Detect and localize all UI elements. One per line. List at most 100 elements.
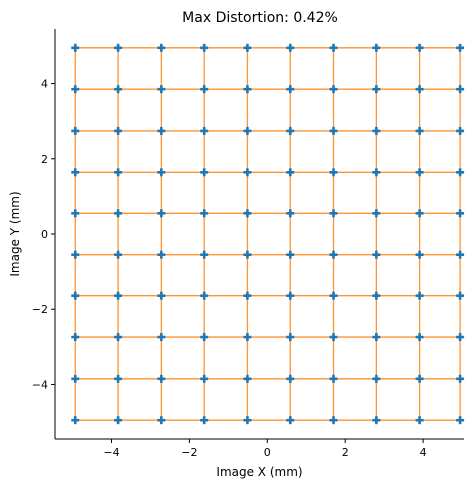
data-point: [286, 126, 295, 135]
x-tick-label: −2: [181, 446, 197, 459]
chart-title: Max Distortion: 0.42%: [182, 10, 338, 26]
data-point: [415, 250, 424, 259]
data-point: [372, 85, 381, 94]
data-point: [456, 85, 465, 94]
data-point: [243, 43, 252, 52]
data-point: [157, 374, 166, 383]
data-point: [71, 374, 80, 383]
data-point: [157, 85, 166, 94]
data-point: [114, 85, 123, 94]
x-tick-label: 4: [420, 446, 427, 459]
data-point: [415, 43, 424, 52]
data-point: [114, 416, 123, 425]
data-point: [372, 416, 381, 425]
data-point: [286, 291, 295, 300]
data-point: [415, 168, 424, 177]
data-point: [415, 333, 424, 342]
y-axis-label: Image Y (mm): [8, 191, 22, 276]
data-point: [456, 43, 465, 52]
data-point: [243, 85, 252, 94]
data-point: [329, 85, 338, 94]
data-point: [415, 126, 424, 135]
data-point: [243, 291, 252, 300]
data-point: [114, 291, 123, 300]
data-point: [71, 416, 80, 425]
grid-lines: [74, 47, 461, 421]
data-point: [114, 333, 123, 342]
data-point: [71, 168, 80, 177]
data-point: [71, 209, 80, 218]
data-point: [286, 250, 295, 259]
axes: [54, 29, 464, 440]
data-point: [157, 43, 166, 52]
data-point: [286, 416, 295, 425]
x-axis-ticks: −4 −2 0 2 4: [103, 439, 427, 459]
data-point: [456, 209, 465, 218]
y-tick-label: 0: [41, 228, 48, 241]
data-point: [243, 126, 252, 135]
data-point: [329, 43, 338, 52]
y-tick-label: 4: [41, 78, 48, 91]
data-point: [157, 291, 166, 300]
data-point: [329, 374, 338, 383]
x-tick-label: −4: [103, 446, 119, 459]
data-point: [71, 85, 80, 94]
y-tick-label: 2: [41, 153, 48, 166]
data-point: [415, 416, 424, 425]
data-point: [286, 43, 295, 52]
data-point: [372, 291, 381, 300]
data-point: [71, 333, 80, 342]
data-point: [71, 250, 80, 259]
data-point: [200, 374, 209, 383]
y-tick-label: −2: [32, 303, 48, 316]
data-point: [456, 250, 465, 259]
data-point: [286, 168, 295, 177]
data-point: [329, 333, 338, 342]
data-point: [157, 333, 166, 342]
data-point: [456, 168, 465, 177]
data-point: [71, 126, 80, 135]
data-point: [286, 374, 295, 383]
data-point: [456, 126, 465, 135]
data-point: [200, 416, 209, 425]
x-axis-label: Image X (mm): [216, 465, 302, 479]
data-point: [286, 85, 295, 94]
data-point: [200, 209, 209, 218]
data-point: [372, 209, 381, 218]
data-point: [157, 126, 166, 135]
data-point: [456, 416, 465, 425]
data-point: [114, 250, 123, 259]
data-points: [71, 43, 465, 425]
data-point: [415, 374, 424, 383]
y-tick-label: −4: [32, 378, 48, 391]
data-point: [456, 374, 465, 383]
data-point: [71, 291, 80, 300]
data-point: [372, 374, 381, 383]
data-point: [372, 168, 381, 177]
data-point: [329, 209, 338, 218]
x-tick-label: 2: [342, 446, 349, 459]
data-point: [372, 126, 381, 135]
data-point: [114, 209, 123, 218]
data-point: [200, 126, 209, 135]
data-point: [71, 43, 80, 52]
data-point: [243, 250, 252, 259]
data-point: [415, 85, 424, 94]
data-point: [243, 209, 252, 218]
data-point: [456, 333, 465, 342]
data-point: [114, 43, 123, 52]
data-point: [200, 250, 209, 259]
y-axis-ticks: −4 −2 0 2 4: [32, 78, 55, 391]
data-point: [372, 250, 381, 259]
data-point: [200, 333, 209, 342]
data-point: [157, 250, 166, 259]
x-tick-label: 0: [264, 446, 271, 459]
data-point: [286, 209, 295, 218]
data-point: [329, 250, 338, 259]
data-point: [372, 43, 381, 52]
data-point: [415, 209, 424, 218]
data-point: [114, 126, 123, 135]
data-point: [243, 333, 252, 342]
data-point: [243, 168, 252, 177]
